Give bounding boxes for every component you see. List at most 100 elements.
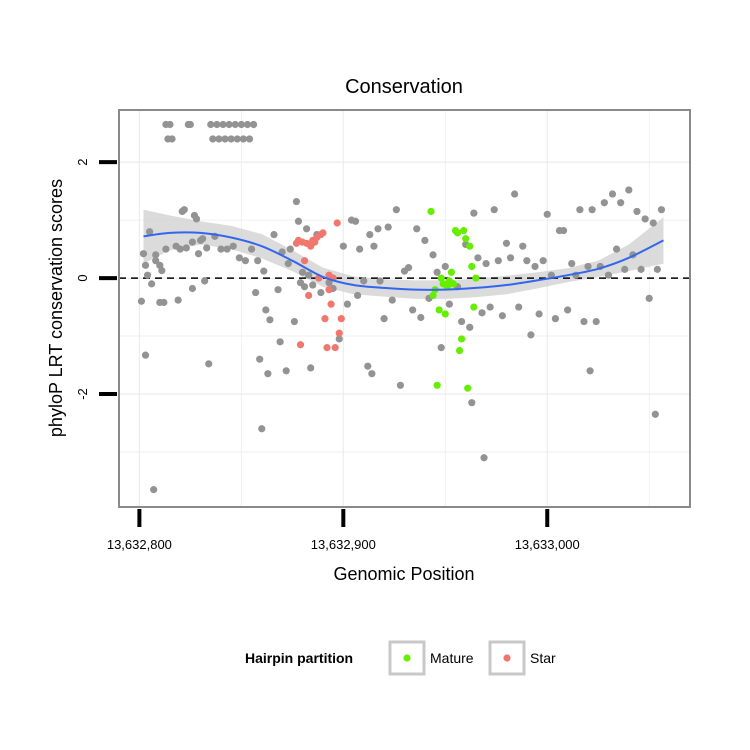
point-other [621,265,629,273]
point-star [337,315,345,323]
point-star [305,291,313,300]
point-other [233,135,241,143]
point-other [249,120,258,129]
confidence-band [143,209,664,299]
point-other [199,235,207,243]
point-other [245,135,254,143]
point-other [137,297,146,305]
point-other [300,283,309,291]
point-other [364,362,372,370]
point-mature [441,310,449,318]
point-other [219,120,227,129]
legend-label: Mature [430,650,474,666]
point-other [376,277,384,285]
point-other [515,303,523,311]
point-mature [427,207,435,216]
point-star [333,219,341,227]
point-other [580,317,588,326]
point-other [604,271,613,279]
point-other [298,268,307,276]
point-other [188,284,197,293]
point-other [209,135,217,143]
point-other [203,244,211,252]
point-other [158,266,166,275]
point-other [182,244,190,252]
point-other [201,277,209,285]
point-other [290,317,298,326]
point-other [482,259,490,268]
point-other [317,288,325,297]
point-other [559,226,568,235]
point-other [176,245,184,253]
point-other [417,313,425,322]
point-other [227,135,235,143]
point-other [637,265,645,273]
point-mature [460,226,468,235]
point-other [564,306,572,314]
point-star [327,300,335,308]
point-other [221,135,229,143]
point-other [266,316,274,324]
point-other [437,344,445,352]
point-other [543,210,551,218]
point-other [388,296,396,304]
point-other [356,245,364,253]
point-other [307,364,315,372]
point-star [300,257,309,265]
point-other [502,239,511,247]
point-other [458,317,466,326]
point-other [368,370,376,378]
point-mature [437,274,445,282]
point-other [237,120,245,129]
point-other [511,190,519,198]
point-other [584,262,592,271]
point-other [309,281,317,289]
point-other [239,135,247,143]
y-axis-title: phyloP LRT conservation scores [46,179,66,437]
point-other [264,370,272,378]
point-mature [453,229,462,237]
chart-title: Conservation [345,76,463,98]
y-tick-label: 0 [75,274,90,281]
point-other [506,254,515,262]
point-other [592,317,600,326]
x-tick-label: 13,633,000 [515,537,580,552]
x-tick-label: 13,632,900 [311,537,376,552]
point-other [374,225,382,233]
point-other [651,410,659,418]
point-other [294,217,303,225]
point-other [351,217,360,225]
point-other [286,245,294,253]
point-other [145,228,154,236]
y-tick-label: -2 [75,388,90,400]
point-other [231,120,239,129]
point-mature [435,306,443,314]
point-other [260,267,268,275]
point-other [192,215,201,223]
point-other [466,323,474,331]
point-mature [466,242,474,250]
plot-panel [119,110,690,507]
legend-key-marker [403,654,411,662]
point-other [339,242,347,250]
point-other [305,271,313,279]
point-mature [447,268,456,276]
point-star [335,329,343,337]
point-star [296,341,305,349]
point-other [370,242,378,250]
point-other [160,298,168,307]
point-other [429,251,437,259]
point-other [205,360,213,368]
point-other [254,257,262,265]
y-tick-label: 2 [75,159,90,166]
point-other [303,225,311,233]
point-mature [429,291,437,300]
point-other [441,262,449,271]
point-star [323,344,331,352]
point-other [568,259,576,268]
point-other [139,250,148,258]
point-other [380,315,388,323]
point-other [270,231,278,239]
point-other [366,231,374,239]
